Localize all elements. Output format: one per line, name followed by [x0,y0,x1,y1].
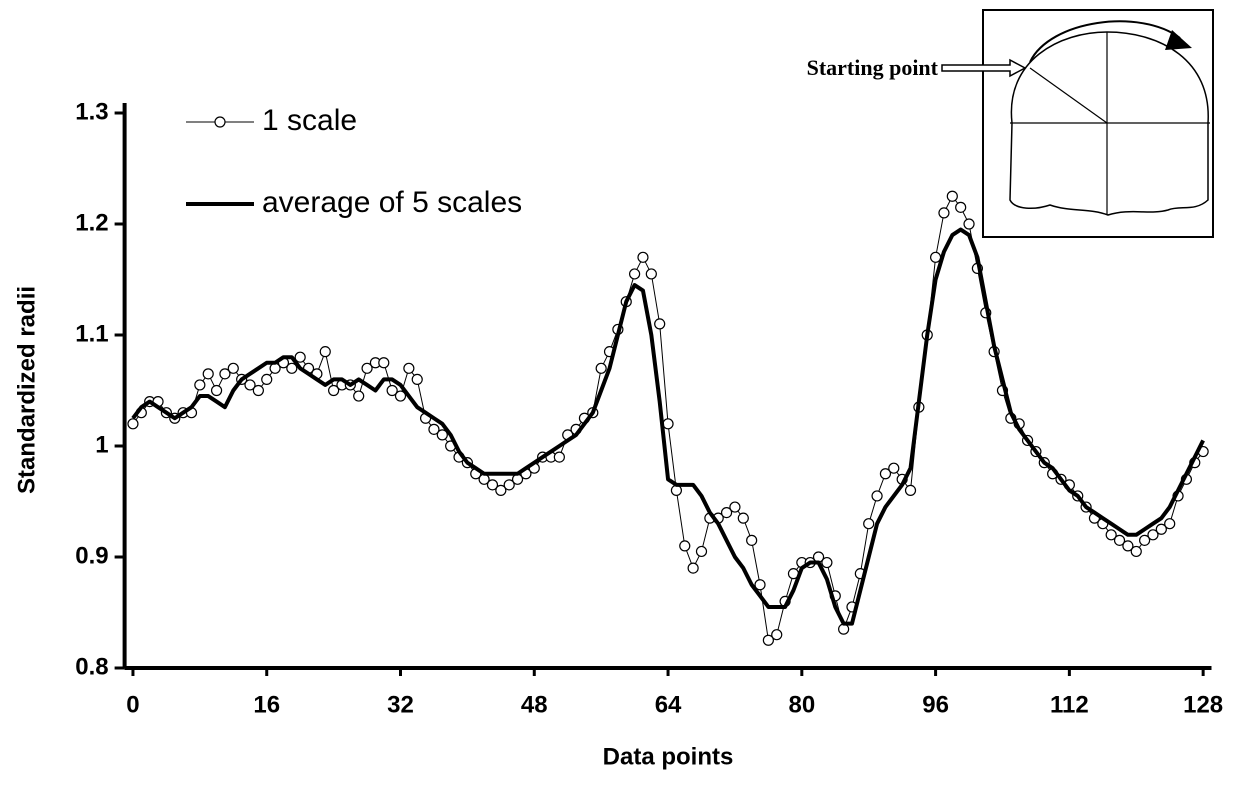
data-point [955,201,967,213]
x-axis-title: Data points [603,743,734,770]
data-point [486,479,499,491]
data-point [1113,534,1126,546]
data-point [754,579,766,591]
data-point [227,362,239,374]
data-point [328,384,340,397]
scale-outline [1009,31,1209,216]
data-point [929,251,942,263]
x-tick-label: 16 [253,691,280,718]
data-point [244,379,256,391]
data-point [871,490,883,502]
data-point [428,423,440,435]
data-point [411,373,423,385]
data-point [286,362,298,374]
data-point [202,368,214,380]
x-tick-label: 96 [922,691,949,718]
y-tick-label: 1 [95,431,108,458]
data-point [394,390,407,402]
data-point [210,384,223,397]
data-point [737,512,749,524]
y-axis-title: Standardized radii [13,286,40,494]
data-point [1139,534,1151,546]
legend-label: average of 5 scales [262,186,522,219]
inset-arrowhead [1165,30,1192,50]
data-point [595,362,607,374]
x-tick-label: 112 [1050,691,1089,718]
data-point [503,479,515,491]
data-point [495,484,507,496]
data-point [654,318,666,330]
x-tick-label: 64 [655,691,682,718]
data-point [679,540,691,552]
legend-marker [214,116,226,128]
data-point [838,623,850,635]
data-point [403,362,415,374]
data-point [319,346,331,358]
data-point [904,484,917,496]
data-point [194,379,206,391]
y-tick-label: 1.1 [75,320,108,347]
x-tick-label: 80 [788,691,815,718]
data-point [946,190,958,202]
data-point [863,518,875,530]
y-tick-label: 0.9 [75,542,108,569]
data-point [378,357,390,369]
inset-radius [1029,67,1108,124]
y-tick-label: 1.2 [75,209,108,236]
data-point [821,556,833,569]
data-point [294,351,306,363]
inset: Starting point [807,9,1214,238]
data-point [720,506,733,519]
data-point [261,373,273,385]
data-point [670,484,683,496]
data-point [1155,523,1167,535]
annotation: Starting point [807,55,939,80]
x-tick-label: 128 [1183,691,1223,718]
data-point [1147,529,1159,541]
y-tick-label: 0.8 [75,653,108,680]
data-point [353,390,365,402]
data-point [252,384,264,397]
data-point [963,218,975,230]
data-point [1122,540,1134,552]
legend-label: 1 scale [262,104,357,137]
data-point [553,451,565,463]
x-tick-label: 48 [521,691,548,718]
data-point [386,384,398,397]
start-arrow [941,58,1027,78]
data-point [1130,545,1142,558]
data-point [746,534,758,546]
data-point [729,501,741,513]
x-tick-label: 0 [126,691,139,718]
data-point [637,251,649,263]
data-point [629,268,641,280]
data-point [771,629,783,641]
data-point [938,207,950,219]
data-point [645,268,657,280]
data-point [1105,529,1117,541]
data-point [879,468,892,480]
x-tick-label: 32 [387,691,414,718]
data-point [888,462,900,474]
data-point [662,418,674,430]
data-point [762,634,774,646]
data-point [695,545,708,558]
y-tick-label: 1.3 [75,98,108,125]
data-point [219,368,231,380]
data-point [436,429,448,441]
data-point [361,362,373,374]
series-line [131,227,1205,626]
inset-arc [1029,20,1181,63]
data-point [127,418,139,430]
data-point [687,562,699,574]
data-point [1164,518,1176,530]
